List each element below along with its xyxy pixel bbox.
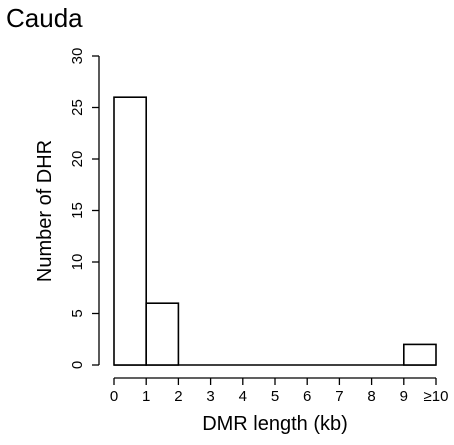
y-tick-label-25: 25	[69, 99, 86, 116]
x-tick-label-10: ≥10	[424, 388, 449, 405]
x-tick-label-5: 5	[271, 388, 279, 405]
x-tick-label-9: 9	[400, 388, 408, 405]
x-tick-label-4: 4	[239, 388, 247, 405]
y-tick-label-0: 0	[69, 361, 86, 369]
bar-≥9	[402, 343, 437, 366]
x-tick-label-1: 1	[142, 388, 150, 405]
y-tick-label-10: 10	[69, 254, 86, 271]
y-tick-label-5: 5	[69, 309, 86, 317]
bar-1-2	[145, 302, 180, 366]
x-tick-label-8: 8	[367, 388, 375, 405]
x-tick-label-6: 6	[303, 388, 311, 405]
x-tick-label-7: 7	[335, 388, 343, 405]
y-tick-label-15: 15	[69, 202, 86, 219]
x-tick-label-2: 2	[174, 388, 182, 405]
y-tick-label-30: 30	[69, 48, 86, 65]
x-axis-title: DMR length (kb)	[202, 413, 348, 435]
x-tick-label-3: 3	[206, 388, 214, 405]
chart-title: Cauda	[6, 3, 83, 33]
plot-area: 0 5 10 15 20 25 30 0 1 2 3 4 5 6 7 8 9 ≥10	[69, 48, 448, 405]
y-axis-title: Number of DHR	[34, 140, 56, 282]
bar-0-1	[113, 96, 148, 366]
x-tick-label-0: 0	[110, 388, 118, 405]
y-tick-label-20: 20	[69, 151, 86, 168]
